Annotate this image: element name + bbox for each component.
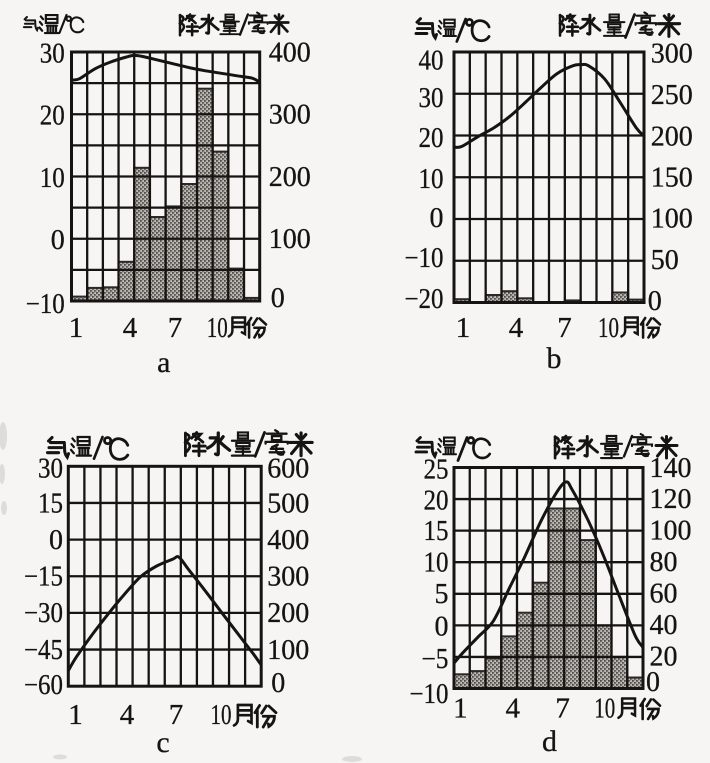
svg-text:100: 100 (651, 204, 693, 235)
svg-text:−20: −20 (405, 284, 444, 315)
svg-text:−60: −60 (24, 670, 63, 701)
svg-text:4: 4 (120, 699, 135, 731)
svg-text:40: 40 (650, 610, 678, 641)
svg-text:10: 10 (419, 164, 444, 195)
svg-text:25: 25 (424, 455, 449, 486)
svg-text:10: 10 (207, 312, 228, 344)
svg-text:1: 1 (69, 312, 84, 344)
svg-text:−10: −10 (410, 679, 449, 710)
svg-text:−15: −15 (24, 562, 63, 593)
svg-text:7: 7 (169, 699, 184, 731)
svg-text:10: 10 (594, 693, 615, 725)
svg-text:7: 7 (557, 312, 572, 344)
svg-text:40: 40 (419, 45, 444, 76)
svg-text:300: 300 (269, 100, 311, 131)
svg-text:200: 200 (651, 121, 693, 152)
svg-text:20: 20 (40, 101, 65, 132)
svg-text:80: 80 (650, 547, 678, 578)
svg-text:150: 150 (651, 163, 693, 194)
svg-text:d: d (542, 725, 557, 758)
svg-text:100: 100 (269, 224, 311, 255)
svg-text:10: 10 (598, 312, 619, 344)
svg-text:20: 20 (424, 486, 449, 517)
svg-text:4: 4 (505, 693, 520, 725)
svg-text:120: 120 (650, 484, 692, 515)
svg-text:0: 0 (49, 525, 63, 556)
svg-text:7: 7 (168, 312, 183, 344)
svg-text:30: 30 (40, 39, 65, 70)
svg-text:100: 100 (267, 635, 309, 666)
svg-text:4: 4 (509, 312, 524, 344)
svg-text:a: a (157, 346, 170, 379)
svg-text:15: 15 (38, 488, 63, 519)
svg-text:500: 500 (267, 488, 309, 519)
svg-text:50: 50 (651, 245, 679, 276)
svg-text:400: 400 (269, 37, 311, 68)
svg-text:4: 4 (123, 312, 138, 344)
svg-text:20: 20 (650, 642, 678, 673)
svg-text:30: 30 (419, 83, 444, 114)
svg-text:10: 10 (211, 699, 232, 731)
svg-text:0: 0 (51, 225, 65, 256)
svg-text:5: 5 (435, 579, 449, 610)
svg-text:400: 400 (267, 525, 309, 556)
svg-text:10: 10 (424, 547, 449, 578)
svg-text:300: 300 (651, 39, 693, 70)
svg-text:1: 1 (453, 693, 468, 725)
svg-text:1: 1 (68, 699, 83, 731)
svg-text:250: 250 (651, 80, 693, 111)
svg-text:140: 140 (650, 453, 692, 484)
svg-text:200: 200 (267, 598, 309, 629)
svg-text:−45: −45 (24, 635, 63, 666)
svg-text:100: 100 (650, 516, 692, 547)
svg-text:0: 0 (271, 283, 285, 314)
svg-text:0: 0 (648, 286, 662, 317)
svg-text:600: 600 (267, 454, 309, 485)
svg-text:0: 0 (646, 667, 660, 698)
svg-text:300: 300 (267, 562, 309, 593)
svg-text:0: 0 (430, 203, 444, 234)
svg-text:c: c (156, 726, 169, 759)
svg-text:b: b (547, 342, 562, 375)
svg-text:1: 1 (456, 312, 471, 344)
svg-text:15: 15 (424, 516, 449, 547)
svg-text:−5: −5 (422, 644, 449, 675)
svg-text:10: 10 (40, 163, 65, 194)
svg-text:0: 0 (271, 668, 285, 699)
svg-text:−10: −10 (405, 243, 444, 274)
svg-text:7: 7 (555, 693, 570, 725)
svg-text:−30: −30 (24, 598, 63, 629)
svg-text:30: 30 (38, 454, 63, 485)
svg-text:20: 20 (419, 123, 444, 154)
svg-text:60: 60 (650, 579, 678, 610)
svg-text:−10: −10 (26, 289, 65, 320)
svg-text:0: 0 (435, 612, 449, 643)
svg-text:200: 200 (269, 162, 311, 193)
